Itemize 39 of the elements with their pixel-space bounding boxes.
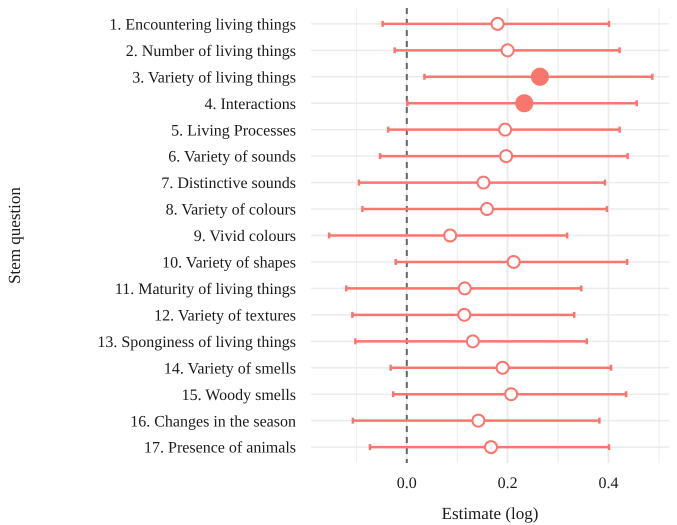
y-tick-label: 5. Living Processes (171, 122, 296, 140)
point (484, 440, 498, 454)
y-tick-label: 14. Variety of smells (164, 360, 296, 378)
y-tick-label: 8. Variety of colours (166, 202, 296, 219)
point (506, 254, 521, 269)
point (457, 308, 472, 322)
y-tick-label: 16. Changes in the season (130, 413, 296, 430)
point (500, 43, 515, 58)
x-tick-label: 0.2 (498, 475, 518, 492)
y-tick-label: 1. Encountering living things (109, 16, 296, 34)
y-tick-label: 10. Variety of shapes (162, 254, 296, 272)
y-tick-label: 15. Woody smells (182, 386, 296, 404)
y-tick-label: 6. Variety of sounds (168, 148, 296, 166)
y-tick-label: 4. Interactions (204, 96, 296, 113)
x-tick-label: 0.0 (396, 475, 417, 492)
point (471, 414, 486, 428)
y-tick-label: 13. Sponginess of living things (97, 334, 296, 351)
point (458, 281, 472, 296)
y-tick-label: 7. Distinctive sounds (161, 175, 296, 192)
y-tick-label: 3. Variety of living things (132, 69, 296, 86)
y-tick-label: 12. Variety of textures (154, 307, 296, 324)
y-tick-label: 2. Number of living things (126, 42, 296, 60)
y-tick-label: 11. Maturity of living things (114, 281, 296, 298)
point (499, 149, 514, 164)
point (443, 228, 458, 242)
point (496, 360, 510, 375)
point (490, 16, 505, 31)
point (466, 334, 480, 348)
y-tick-label: 9. Vivid colours (194, 228, 296, 246)
x-tick-label: 0.4 (598, 475, 618, 492)
point (515, 94, 534, 112)
point (498, 122, 512, 137)
y-tick-label: 17. Presence of animals (144, 440, 296, 457)
y-axis-title: Stem question (5, 186, 24, 284)
x-axis-title: Estimate (log) (442, 504, 538, 523)
point (530, 68, 549, 86)
point (480, 202, 494, 216)
point (504, 387, 518, 402)
point (476, 176, 490, 190)
